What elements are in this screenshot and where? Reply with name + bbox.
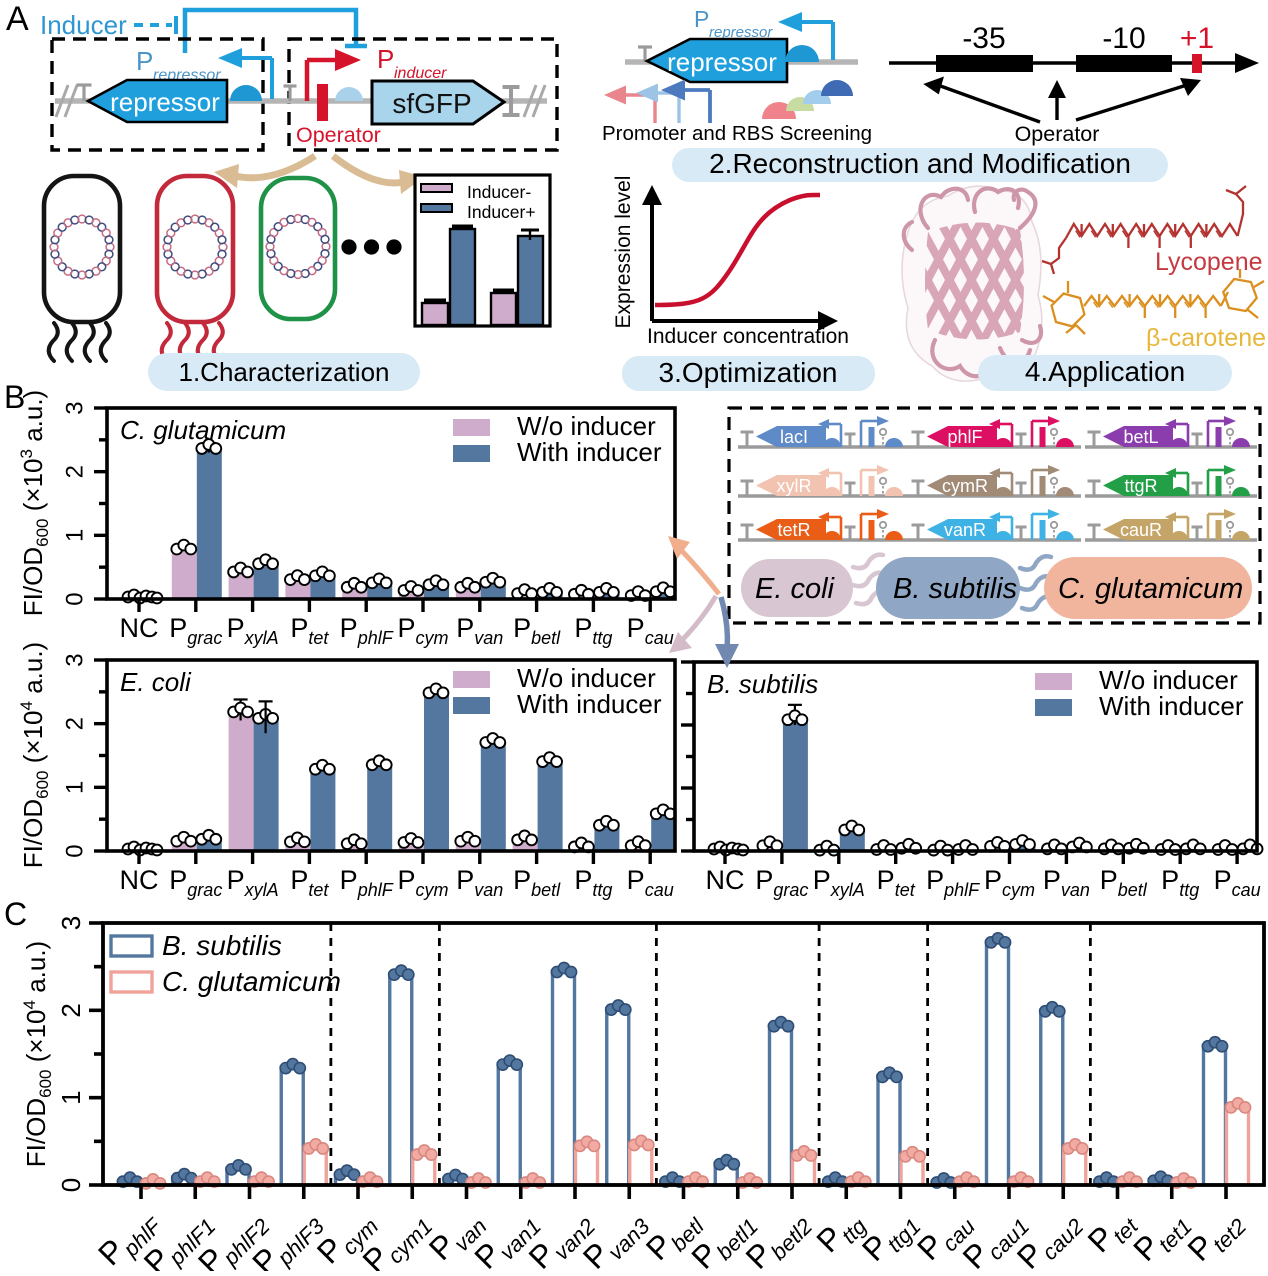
svg-text:2.Reconstruction and Modificat: 2.Reconstruction and Modification (709, 148, 1131, 179)
svg-text:repressor: repressor (110, 87, 220, 117)
svg-text:With inducer: With inducer (517, 689, 662, 719)
svg-text:FI/OD600 (×104 a.u.): FI/OD600 (×104 a.u.) (20, 941, 55, 1167)
svg-text:P: P (694, 6, 709, 32)
svg-text:0: 0 (56, 1178, 86, 1192)
svg-text:+1: +1 (1180, 22, 1214, 55)
svg-text:Inducer: Inducer (40, 10, 127, 40)
svg-text:NC: NC (120, 865, 159, 895)
svg-text:β-carotene: β-carotene (1146, 324, 1266, 352)
svg-text:P: P (136, 46, 153, 76)
svg-text:W/o inducer: W/o inducer (517, 411, 656, 441)
svg-text:betL: betL (1123, 427, 1158, 447)
svg-text:phlF: phlF (947, 427, 982, 447)
svg-text:Operator: Operator (296, 123, 381, 147)
svg-text:cauR: cauR (1120, 520, 1162, 540)
svg-text:C. glutamicum: C. glutamicum (162, 966, 341, 997)
svg-text:Lycopene: Lycopene (1155, 248, 1263, 276)
svg-text:-35: -35 (962, 22, 1005, 55)
svg-text:FI/OD600 (×104 a.u.): FI/OD600 (×104 a.u.) (17, 642, 52, 868)
svg-text:B: B (4, 379, 25, 415)
svg-text:W/o inducer: W/o inducer (517, 663, 656, 693)
svg-text:Inducer+: Inducer+ (467, 202, 536, 222)
svg-text:C. glutamicum: C. glutamicum (1058, 573, 1243, 605)
svg-text:0: 0 (61, 844, 88, 857)
svg-text:cymR: cymR (942, 476, 988, 496)
svg-text:B. subtilis: B. subtilis (162, 930, 282, 961)
svg-text:With inducer: With inducer (1099, 691, 1244, 721)
svg-text:-10: -10 (1102, 22, 1145, 55)
svg-text:B. subtilis: B. subtilis (707, 669, 818, 699)
svg-text:xylR: xylR (777, 476, 812, 496)
svg-text:3: 3 (56, 916, 86, 930)
svg-text:Inducer-: Inducer- (467, 182, 531, 202)
svg-text:E. coli: E. coli (120, 667, 192, 697)
svg-text:inducer: inducer (394, 65, 447, 82)
svg-text:C: C (4, 896, 27, 932)
svg-text:sfGFP: sfGFP (392, 88, 471, 119)
svg-text:3.Optimization: 3.Optimization (659, 357, 838, 388)
svg-text:Expression level: Expression level (612, 176, 635, 329)
svg-text:lacI: lacI (780, 427, 808, 447)
svg-text:Inducer concentration: Inducer concentration (647, 325, 849, 348)
svg-text:1: 1 (61, 781, 88, 794)
svg-text:P: P (377, 44, 394, 74)
svg-text:2: 2 (61, 717, 88, 730)
svg-text:0: 0 (61, 592, 88, 605)
svg-text:With inducer: With inducer (517, 437, 662, 467)
svg-text:Promoter and RBS Screening: Promoter and RBS Screening (602, 122, 872, 145)
svg-text:A: A (6, 0, 29, 38)
svg-text:1.Characterization: 1.Characterization (179, 357, 390, 387)
svg-text:vanR: vanR (944, 520, 986, 540)
svg-text:2: 2 (56, 1003, 86, 1017)
svg-text:W/o inducer: W/o inducer (1099, 665, 1238, 695)
svg-text:E. coli: E. coli (755, 573, 836, 605)
svg-text:repressor: repressor (709, 24, 773, 41)
svg-text:Operator: Operator (1015, 122, 1100, 146)
svg-text:repressor: repressor (667, 47, 777, 77)
svg-text:tetR: tetR (777, 520, 810, 540)
svg-text:B. subtilis: B. subtilis (893, 573, 1017, 605)
svg-text:C. glutamicum: C. glutamicum (120, 415, 286, 445)
svg-text:ttgR: ttgR (1124, 476, 1157, 496)
svg-text:NC: NC (706, 865, 745, 895)
svg-text:NC: NC (120, 613, 159, 643)
svg-text:3: 3 (61, 653, 88, 666)
svg-text:1: 1 (56, 1090, 86, 1104)
svg-text:4.Application: 4.Application (1025, 356, 1185, 387)
svg-text:1: 1 (61, 529, 88, 542)
svg-text:FI/OD600 (×103 a.u.): FI/OD600 (×103 a.u.) (17, 390, 52, 616)
svg-text:2: 2 (61, 465, 88, 478)
svg-text:3: 3 (61, 401, 88, 414)
